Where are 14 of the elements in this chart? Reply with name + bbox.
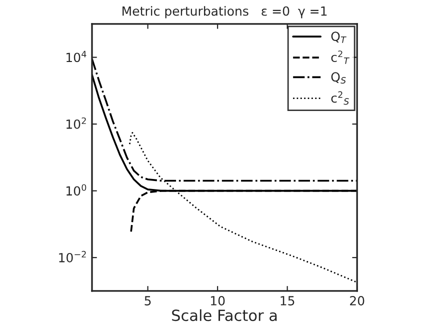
legend-label: Q$_{T}$: [331, 32, 346, 43]
x-axis-title: Scale Factor a: [172, 309, 277, 322]
y-tick-label: 10$^{2}$: [66, 117, 86, 129]
legend-label: c$^{2}$$_{S}$: [331, 91, 349, 105]
legend-label: Q$_{S}$: [331, 72, 346, 84]
x-tick-label: 15: [280, 296, 294, 306]
y-tick-label: 10$^{−2}$: [59, 250, 86, 262]
x-tick-label: 5: [144, 296, 151, 306]
legend-label: c$^{2}$$_{T}$: [331, 50, 350, 64]
y-tick-label: 10$^{0}$: [66, 184, 86, 196]
x-tick-label: 20: [350, 296, 364, 306]
y-tick-label: 10$^{4}$: [66, 50, 86, 62]
x-tick-label: 10: [210, 296, 225, 306]
chart-title: Metric perturbations ε =0 γ =1: [122, 6, 327, 18]
